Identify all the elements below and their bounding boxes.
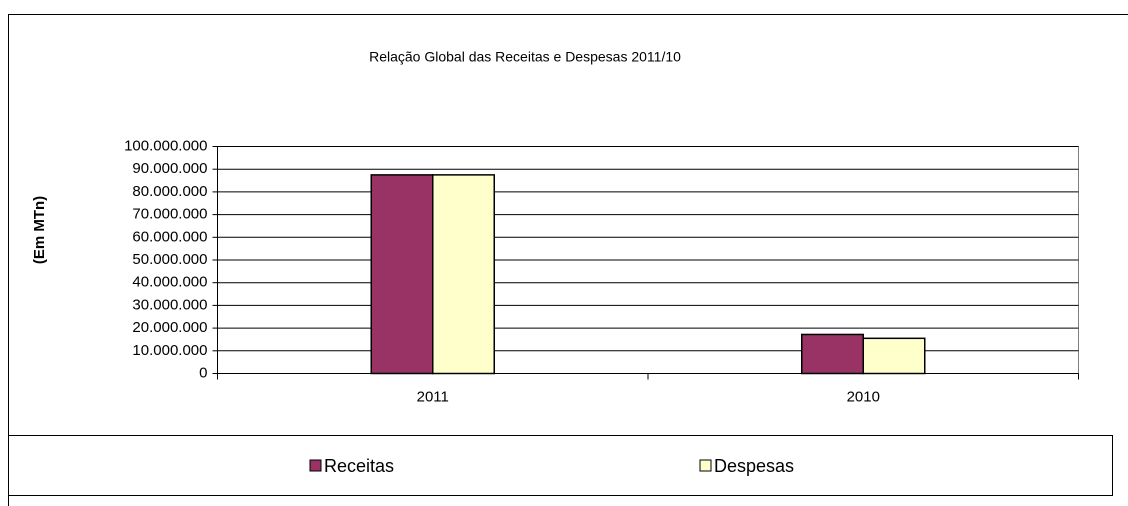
- y-tick-label: 0: [199, 364, 207, 381]
- legend-swatch: [309, 459, 322, 472]
- y-tick-label: 50.000.000: [132, 251, 207, 268]
- legend-swatch: [699, 459, 712, 472]
- y-tick-label: 40.000.000: [132, 274, 207, 291]
- legend-label: Despesas: [714, 456, 794, 476]
- legend-box: [8, 435, 1113, 496]
- bar: [370, 174, 434, 375]
- chart-title: Relação Global das Receitas e Despesas 2…: [369, 49, 681, 65]
- bar: [432, 174, 495, 375]
- legend-label: Receitas: [324, 456, 394, 476]
- x-tick-label: 2010: [847, 388, 880, 405]
- y-tick-label: 10.000.000: [132, 342, 207, 359]
- y-tick-label: 70.000.000: [132, 206, 207, 223]
- y-axis-label: (Em MTn): [31, 196, 48, 264]
- y-tick-label: 20.000.000: [132, 319, 207, 336]
- y-tick-label: 80.000.000: [132, 183, 207, 200]
- x-tick-label: 2011: [417, 388, 449, 405]
- bar: [801, 333, 864, 375]
- bar: [862, 337, 926, 375]
- y-tick-label: 100.000.000: [124, 137, 207, 154]
- y-tick-label: 30.000.000: [132, 296, 207, 313]
- y-tick-label: 90.000.000: [132, 160, 207, 177]
- y-tick-label: 60.000.000: [132, 228, 207, 245]
